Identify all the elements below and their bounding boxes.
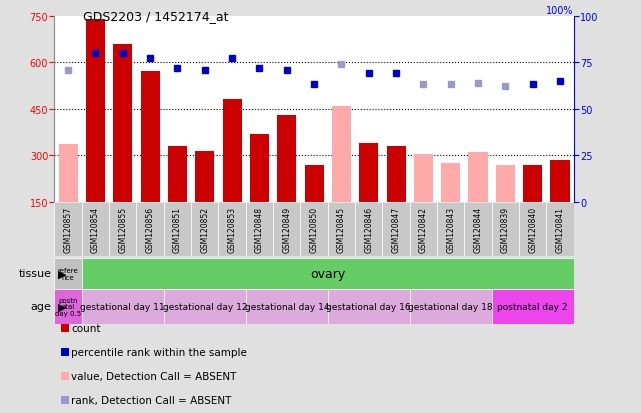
Text: GSM120857: GSM120857 bbox=[63, 206, 72, 253]
Text: gestational day 16: gestational day 16 bbox=[326, 302, 411, 311]
Text: GSM120849: GSM120849 bbox=[282, 206, 291, 253]
Bar bbox=[86, 20, 105, 202]
Bar bbox=[546, 202, 574, 256]
Text: percentile rank within the sample: percentile rank within the sample bbox=[71, 347, 247, 357]
Text: GSM120851: GSM120851 bbox=[173, 206, 182, 253]
Bar bbox=[273, 202, 301, 256]
Bar bbox=[355, 202, 383, 256]
Bar bbox=[332, 106, 351, 202]
Text: gestational day 12: gestational day 12 bbox=[163, 302, 247, 311]
Bar bbox=[164, 289, 246, 324]
Text: refere
nce: refere nce bbox=[58, 267, 79, 280]
Bar bbox=[551, 161, 570, 202]
Bar bbox=[414, 154, 433, 202]
Bar bbox=[222, 100, 242, 202]
Bar bbox=[82, 202, 109, 256]
Bar bbox=[54, 202, 82, 256]
Text: value, Detection Call = ABSENT: value, Detection Call = ABSENT bbox=[71, 371, 237, 381]
Bar bbox=[301, 202, 328, 256]
Text: GSM120853: GSM120853 bbox=[228, 206, 237, 253]
Bar bbox=[246, 202, 273, 256]
Text: GSM120845: GSM120845 bbox=[337, 206, 346, 253]
Text: tissue: tissue bbox=[19, 268, 51, 279]
Bar bbox=[496, 165, 515, 202]
Text: GSM120844: GSM120844 bbox=[474, 206, 483, 253]
Bar bbox=[109, 202, 137, 256]
Bar bbox=[304, 165, 324, 202]
Text: gestational day 18: gestational day 18 bbox=[408, 302, 493, 311]
Bar bbox=[464, 202, 492, 256]
Text: postnatal day 2: postnatal day 2 bbox=[497, 302, 568, 311]
Text: GSM120847: GSM120847 bbox=[392, 206, 401, 253]
Text: GSM120854: GSM120854 bbox=[91, 206, 100, 253]
Text: GSM120842: GSM120842 bbox=[419, 206, 428, 253]
Bar bbox=[140, 72, 160, 202]
Bar bbox=[246, 289, 328, 324]
Text: GSM120850: GSM120850 bbox=[310, 206, 319, 253]
Bar bbox=[328, 202, 355, 256]
Bar bbox=[54, 289, 82, 324]
Bar bbox=[437, 202, 464, 256]
Bar bbox=[519, 202, 546, 256]
Text: ovary: ovary bbox=[310, 267, 345, 280]
Text: GSM120855: GSM120855 bbox=[119, 206, 128, 253]
Bar bbox=[219, 202, 246, 256]
Text: GSM120841: GSM120841 bbox=[556, 206, 565, 253]
Bar bbox=[523, 165, 542, 202]
Bar bbox=[441, 164, 460, 202]
Bar bbox=[277, 116, 296, 202]
Text: GSM120848: GSM120848 bbox=[255, 206, 264, 253]
Text: age: age bbox=[30, 301, 51, 312]
Bar bbox=[82, 289, 164, 324]
Bar bbox=[410, 202, 437, 256]
Bar bbox=[387, 147, 406, 202]
Text: count: count bbox=[71, 323, 101, 333]
Text: GSM120843: GSM120843 bbox=[446, 206, 455, 253]
Bar bbox=[191, 202, 219, 256]
Text: GSM120839: GSM120839 bbox=[501, 206, 510, 253]
Text: 100%: 100% bbox=[546, 6, 574, 16]
Text: rank, Detection Call = ABSENT: rank, Detection Call = ABSENT bbox=[71, 395, 231, 405]
Bar bbox=[58, 145, 78, 202]
Bar bbox=[168, 147, 187, 202]
Bar bbox=[410, 289, 492, 324]
Bar bbox=[359, 143, 378, 202]
Text: GSM120840: GSM120840 bbox=[528, 206, 537, 253]
Bar bbox=[137, 202, 164, 256]
Bar bbox=[469, 153, 488, 202]
Bar bbox=[383, 202, 410, 256]
Text: gestational day 11: gestational day 11 bbox=[81, 302, 165, 311]
Text: ▶: ▶ bbox=[58, 301, 66, 312]
Bar bbox=[328, 289, 410, 324]
Text: gestational day 14: gestational day 14 bbox=[244, 302, 329, 311]
Bar bbox=[196, 151, 214, 202]
Text: postn
atal
day 0.5: postn atal day 0.5 bbox=[55, 297, 81, 316]
Text: GSM120852: GSM120852 bbox=[200, 206, 209, 253]
Bar bbox=[492, 289, 574, 324]
Bar bbox=[250, 134, 269, 202]
Bar bbox=[113, 45, 133, 202]
Bar bbox=[492, 202, 519, 256]
Text: GSM120856: GSM120856 bbox=[146, 206, 154, 253]
Text: GDS2203 / 1452174_at: GDS2203 / 1452174_at bbox=[83, 10, 229, 23]
Bar bbox=[164, 202, 191, 256]
Bar bbox=[54, 258, 82, 289]
Text: GSM120846: GSM120846 bbox=[364, 206, 373, 253]
Text: ▶: ▶ bbox=[58, 268, 66, 279]
